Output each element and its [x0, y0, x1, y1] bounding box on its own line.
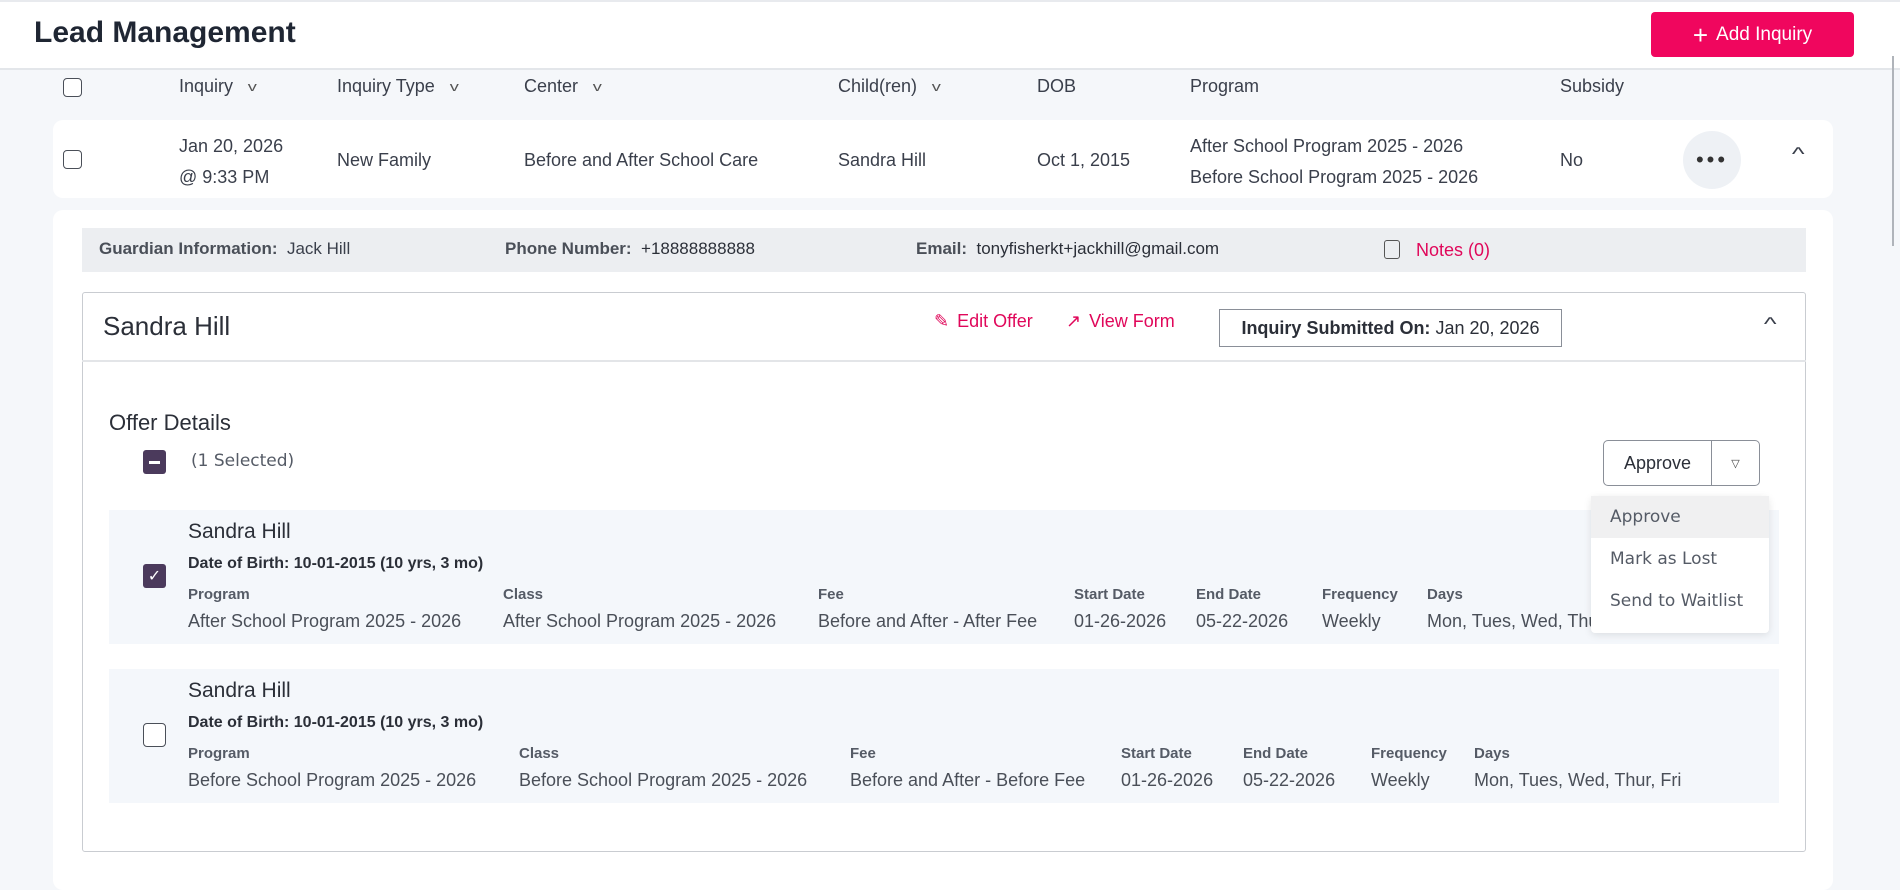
chevron-down-icon: v	[449, 79, 459, 94]
menu-item-send-to-waitlist[interactable]: Send to Waitlist	[1610, 591, 1744, 611]
offer-value: Before School Program 2025 - 2026	[188, 770, 477, 790]
offer-label: Fee	[850, 745, 876, 762]
select-all-checkbox[interactable]	[63, 78, 82, 97]
offer-child-name: Sandra Hill	[188, 679, 291, 702]
offer-label: Frequency	[1371, 745, 1447, 762]
offer-label: End Date	[1196, 586, 1262, 603]
ellipsis-icon: •••	[1695, 147, 1729, 172]
edit-offer-link[interactable]: ✎ Edit Offer	[934, 311, 1033, 331]
external-link-icon: ↗	[1066, 311, 1082, 331]
offer-item	[109, 669, 1779, 803]
offer-label: Class	[519, 745, 560, 762]
column-inquiry[interactable]: Inquiry v	[179, 76, 257, 96]
offer-details-title: Offer Details	[109, 410, 231, 435]
offer-value: 01-26-2026	[1074, 611, 1167, 631]
collapse-card-chevron-up-icon[interactable]: ^	[1763, 314, 1777, 334]
plus-icon: +	[1692, 19, 1709, 50]
offer-value: Mon, Tues, Wed, Thur, Fri	[1474, 770, 1682, 790]
menu-item-approve[interactable]: Approve	[1591, 496, 1769, 538]
row-checkbox[interactable]	[63, 150, 82, 169]
check-icon: ✓	[147, 568, 162, 585]
offer-label: Frequency	[1322, 586, 1398, 603]
column-program: Program	[1190, 76, 1260, 96]
edit-icon: ✎	[934, 311, 950, 331]
offer-item	[109, 510, 1779, 644]
offer-label: Start Date	[1074, 586, 1145, 603]
chevron-down-icon: v	[247, 79, 257, 94]
offer-dob: Date of Birth: 10-01-2015 (10 yrs, 3 mo)	[188, 555, 484, 572]
guardian-info-bar	[82, 228, 1806, 272]
scrollbar[interactable]	[1892, 56, 1894, 246]
offer-value: 01-26-2026	[1121, 770, 1214, 790]
table-row[interactable]	[53, 120, 1833, 198]
more-actions-button[interactable]: •••	[1683, 131, 1741, 189]
center: Before and After School Care	[524, 150, 759, 170]
offer-value: Before School Program 2025 - 2026	[519, 770, 808, 790]
offer-label: Days	[1474, 745, 1510, 762]
offer-value: Before and After - After Fee	[818, 611, 1038, 631]
offer-value: Weekly	[1322, 611, 1381, 631]
chevron-down-icon: v	[931, 79, 941, 94]
offer-value: 05-22-2026	[1243, 770, 1336, 790]
programs: After School Program 2025 - 2026 Before S…	[1190, 136, 1479, 187]
offer-value: Weekly	[1371, 770, 1430, 790]
offer-checkbox[interactable]: ✓	[143, 564, 166, 588]
inquiry-type: New Family	[337, 150, 432, 170]
offer-value: After School Program 2025 - 2026	[503, 611, 777, 631]
approve-button[interactable]: Approve	[1604, 441, 1712, 485]
column-subsidy: Subsidy	[1560, 76, 1625, 96]
offer-label: Fee	[818, 586, 844, 603]
column-children[interactable]: Child(ren) v	[838, 76, 941, 96]
offer-label: Start Date	[1121, 745, 1192, 762]
menu-item-mark-as-lost[interactable]: Mark as Lost	[1610, 549, 1718, 569]
offer-dob: Date of Birth: 10-01-2015 (10 yrs, 3 mo)	[188, 714, 484, 731]
offer-checkbox[interactable]	[143, 723, 166, 747]
offer-child-name: Sandra Hill	[188, 520, 291, 543]
phone-number: Phone Number: +18888888888	[505, 239, 755, 258]
divider	[82, 360, 1806, 362]
column-inquiry-type[interactable]: Inquiry Type v	[337, 76, 459, 96]
offer-value: 05-22-2026	[1196, 611, 1289, 631]
minus-icon	[149, 460, 160, 464]
child-card-name: Sandra Hill	[103, 311, 231, 341]
page-header	[0, 0, 1900, 70]
child-name: Sandra Hill	[838, 150, 927, 170]
page-title: Lead Management	[34, 16, 296, 49]
subsidy: No	[1560, 150, 1584, 170]
select-all-offers-checkbox[interactable]	[143, 450, 166, 474]
email: Email: tonyfisherkt+jackhill@gmail.com	[916, 239, 1220, 258]
offer-label: Program	[188, 745, 250, 762]
offer-value: Before and After - Before Fee	[850, 770, 1086, 790]
offer-value: After School Program 2025 - 2026	[188, 611, 462, 631]
column-center[interactable]: Center v	[524, 76, 602, 96]
collapse-row-chevron-up-icon[interactable]: ^	[1791, 144, 1805, 164]
dropdown-caret-icon[interactable]: ▽	[1731, 457, 1740, 470]
dob: Oct 1, 2015	[1037, 150, 1131, 170]
guardian-info: Guardian Information: Jack Hill	[99, 239, 351, 258]
selected-count: (1 Selected)	[191, 451, 295, 471]
notes-link[interactable]: Notes (0)	[1416, 240, 1491, 260]
column-dob: DOB	[1037, 76, 1077, 96]
inquiry-submitted-badge: Inquiry Submitted On: Jan 20, 2026	[1219, 309, 1562, 347]
offer-label: End Date	[1243, 745, 1309, 762]
inquiry-date: Jan 20, 2026 @ 9:33 PM	[179, 136, 284, 187]
add-inquiry-button[interactable]: + Add Inquiry	[1651, 12, 1854, 57]
chevron-down-icon: v	[592, 79, 602, 94]
offer-label: Program	[188, 586, 250, 603]
view-form-link[interactable]: ↗ View Form	[1066, 311, 1175, 331]
approve-split-button: Approve ▽	[1603, 440, 1760, 486]
offer-label: Days	[1427, 586, 1463, 603]
notes-icon	[1384, 240, 1400, 259]
offer-label: Class	[503, 586, 544, 603]
approve-dropdown-menu: Approve Mark as Lost Send to Waitlist	[1591, 496, 1769, 633]
offer-value: Mon, Tues, Wed, Thur, Fri	[1427, 611, 1635, 631]
